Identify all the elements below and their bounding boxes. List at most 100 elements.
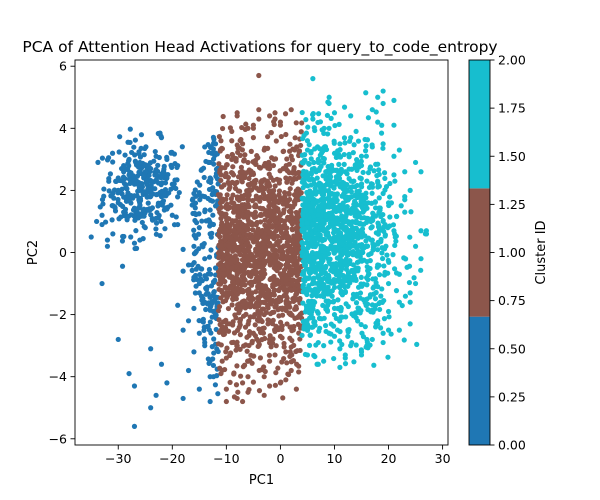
x-axis-label: PC1	[249, 473, 274, 488]
cluster-1-point	[262, 222, 268, 228]
cluster-0-point	[185, 262, 192, 268]
cluster-2-point	[355, 250, 361, 256]
cluster-2-point	[341, 278, 347, 284]
cluster-2-point	[356, 212, 362, 219]
cluster-1-point	[288, 153, 294, 159]
cluster-0-point	[136, 151, 142, 157]
cluster-2-point	[372, 205, 379, 211]
x-tick-label: −20	[159, 451, 185, 466]
cluster-1-point	[231, 371, 237, 377]
cluster-0-point	[191, 227, 197, 233]
cluster-2-point	[372, 296, 379, 302]
cluster-1-point	[266, 352, 273, 358]
cluster-2-point	[370, 217, 376, 223]
cluster-0-point	[208, 271, 214, 277]
cluster-0-point	[121, 162, 127, 169]
cluster-0-point	[99, 280, 105, 287]
cluster-1-point	[257, 165, 264, 171]
cluster-2-point	[346, 166, 352, 172]
cluster-1-point	[222, 366, 228, 373]
cluster-2-point	[357, 221, 364, 227]
cluster-1-point	[267, 297, 273, 304]
cluster-2-point	[321, 130, 327, 136]
cluster-1-point	[293, 209, 299, 216]
cluster-1-point	[255, 246, 261, 252]
cluster-2-point	[385, 327, 392, 333]
cluster-1-point	[267, 113, 273, 119]
cluster-1-point	[286, 161, 292, 167]
cluster-0-point	[132, 245, 138, 252]
cluster-2-point	[387, 223, 393, 229]
cluster-2-point	[331, 333, 338, 339]
cluster-0-point	[126, 156, 132, 162]
cluster-2-point	[354, 194, 361, 201]
cluster-1-point	[254, 153, 260, 159]
cluster-2-point	[380, 141, 386, 147]
cluster-2-point	[325, 187, 332, 194]
cluster-2-point	[336, 284, 343, 291]
cluster-0-point	[155, 180, 162, 186]
cluster-0-point	[111, 204, 118, 210]
cluster-2-point	[315, 119, 321, 126]
cluster-2-point	[337, 240, 343, 246]
cluster-0-point	[207, 319, 213, 325]
cluster-2-point	[393, 238, 399, 244]
cluster-2-point	[378, 236, 384, 243]
cluster-2-point	[381, 170, 388, 176]
cluster-2-point	[332, 194, 338, 200]
cluster-2-point	[402, 209, 408, 215]
cluster-0-point	[137, 159, 143, 166]
cluster-1-point	[227, 379, 233, 386]
cluster-1-point	[296, 174, 302, 180]
cluster-2-point	[360, 169, 366, 176]
cluster-2-point	[375, 119, 381, 125]
cluster-2-point	[322, 254, 328, 260]
cluster-0-point	[148, 405, 154, 411]
cluster-1-point	[288, 248, 295, 254]
cluster-2-point	[358, 274, 364, 281]
y-tick-label: 0	[59, 245, 67, 260]
cluster-0-point	[179, 144, 185, 150]
cluster-2-point	[380, 145, 386, 151]
cluster-0-point	[111, 195, 117, 201]
cluster-1-point	[233, 296, 239, 302]
cluster-1-point	[283, 262, 289, 268]
cluster-0-point	[191, 305, 197, 311]
cluster-1-point	[239, 141, 246, 147]
cluster-0-point	[116, 149, 122, 155]
cluster-2-point	[325, 302, 331, 308]
cluster-1-point	[217, 192, 223, 198]
cluster-0-point	[196, 225, 202, 231]
cluster-1-point	[218, 370, 224, 377]
cluster-1-point	[288, 107, 294, 113]
cluster-2-point	[311, 255, 317, 261]
cluster-2-point	[423, 228, 429, 234]
cluster-1-point	[229, 151, 235, 158]
cluster-1-point	[237, 332, 243, 338]
cluster-1-point	[236, 310, 242, 316]
cluster-1-point	[245, 358, 251, 364]
cluster-1-point	[296, 369, 302, 375]
cluster-1-point	[269, 340, 276, 346]
cluster-2-point	[382, 233, 388, 239]
cluster-2-point	[313, 169, 319, 175]
cluster-1-point	[257, 355, 263, 361]
cluster-2-point	[342, 140, 348, 146]
cluster-2-point	[304, 189, 310, 196]
cluster-2-point	[341, 151, 347, 158]
cluster-1-point	[250, 227, 256, 233]
cluster-0-point	[126, 172, 132, 178]
cluster-2-point	[320, 218, 326, 224]
cluster-1-point	[271, 156, 277, 162]
cluster-2-point	[406, 279, 413, 286]
cluster-1-point	[272, 352, 278, 358]
cluster-2-point	[309, 166, 315, 172]
cluster-2-point	[407, 299, 413, 305]
cluster-2-point	[326, 94, 332, 100]
cluster-2-point	[306, 160, 312, 167]
cluster-0-point	[153, 226, 159, 232]
cluster-1-point	[256, 302, 262, 308]
cluster-2-point	[373, 109, 379, 115]
cluster-0-point	[203, 291, 209, 297]
cluster-0-point	[206, 266, 213, 273]
